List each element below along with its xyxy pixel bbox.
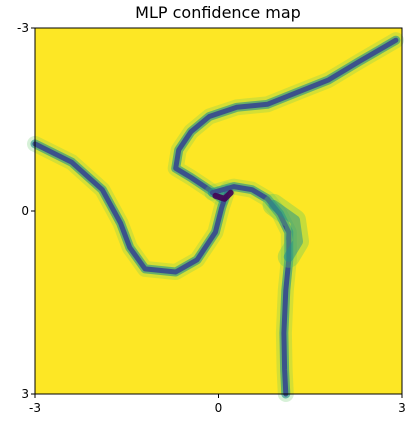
confidence-curve-upper-arm-layer-2: [173, 37, 399, 202]
chart-title: MLP confidence map: [135, 3, 301, 22]
confidence-curve-lower-arm-layer-2: [209, 184, 292, 397]
y-tick-label: 0: [21, 204, 29, 218]
x-tick-label: 3: [398, 401, 406, 415]
confidence-curves: [27, 32, 404, 402]
confidence-curve-dark-core-layer-0: [212, 189, 234, 202]
x-tick-label: 0: [215, 401, 223, 415]
y-axis: -3 0 3: [17, 21, 35, 401]
plot-area: [27, 27, 404, 402]
x-tick-label: -3: [29, 401, 41, 415]
confidence-curve-left-arm-layer-2: [32, 141, 231, 275]
y-tick-label: 3: [21, 387, 29, 401]
confidence-curve-blur-lobe-layer-1: [268, 199, 303, 262]
y-tick-label: -3: [17, 21, 29, 35]
x-axis: -3 0 3: [29, 394, 406, 415]
